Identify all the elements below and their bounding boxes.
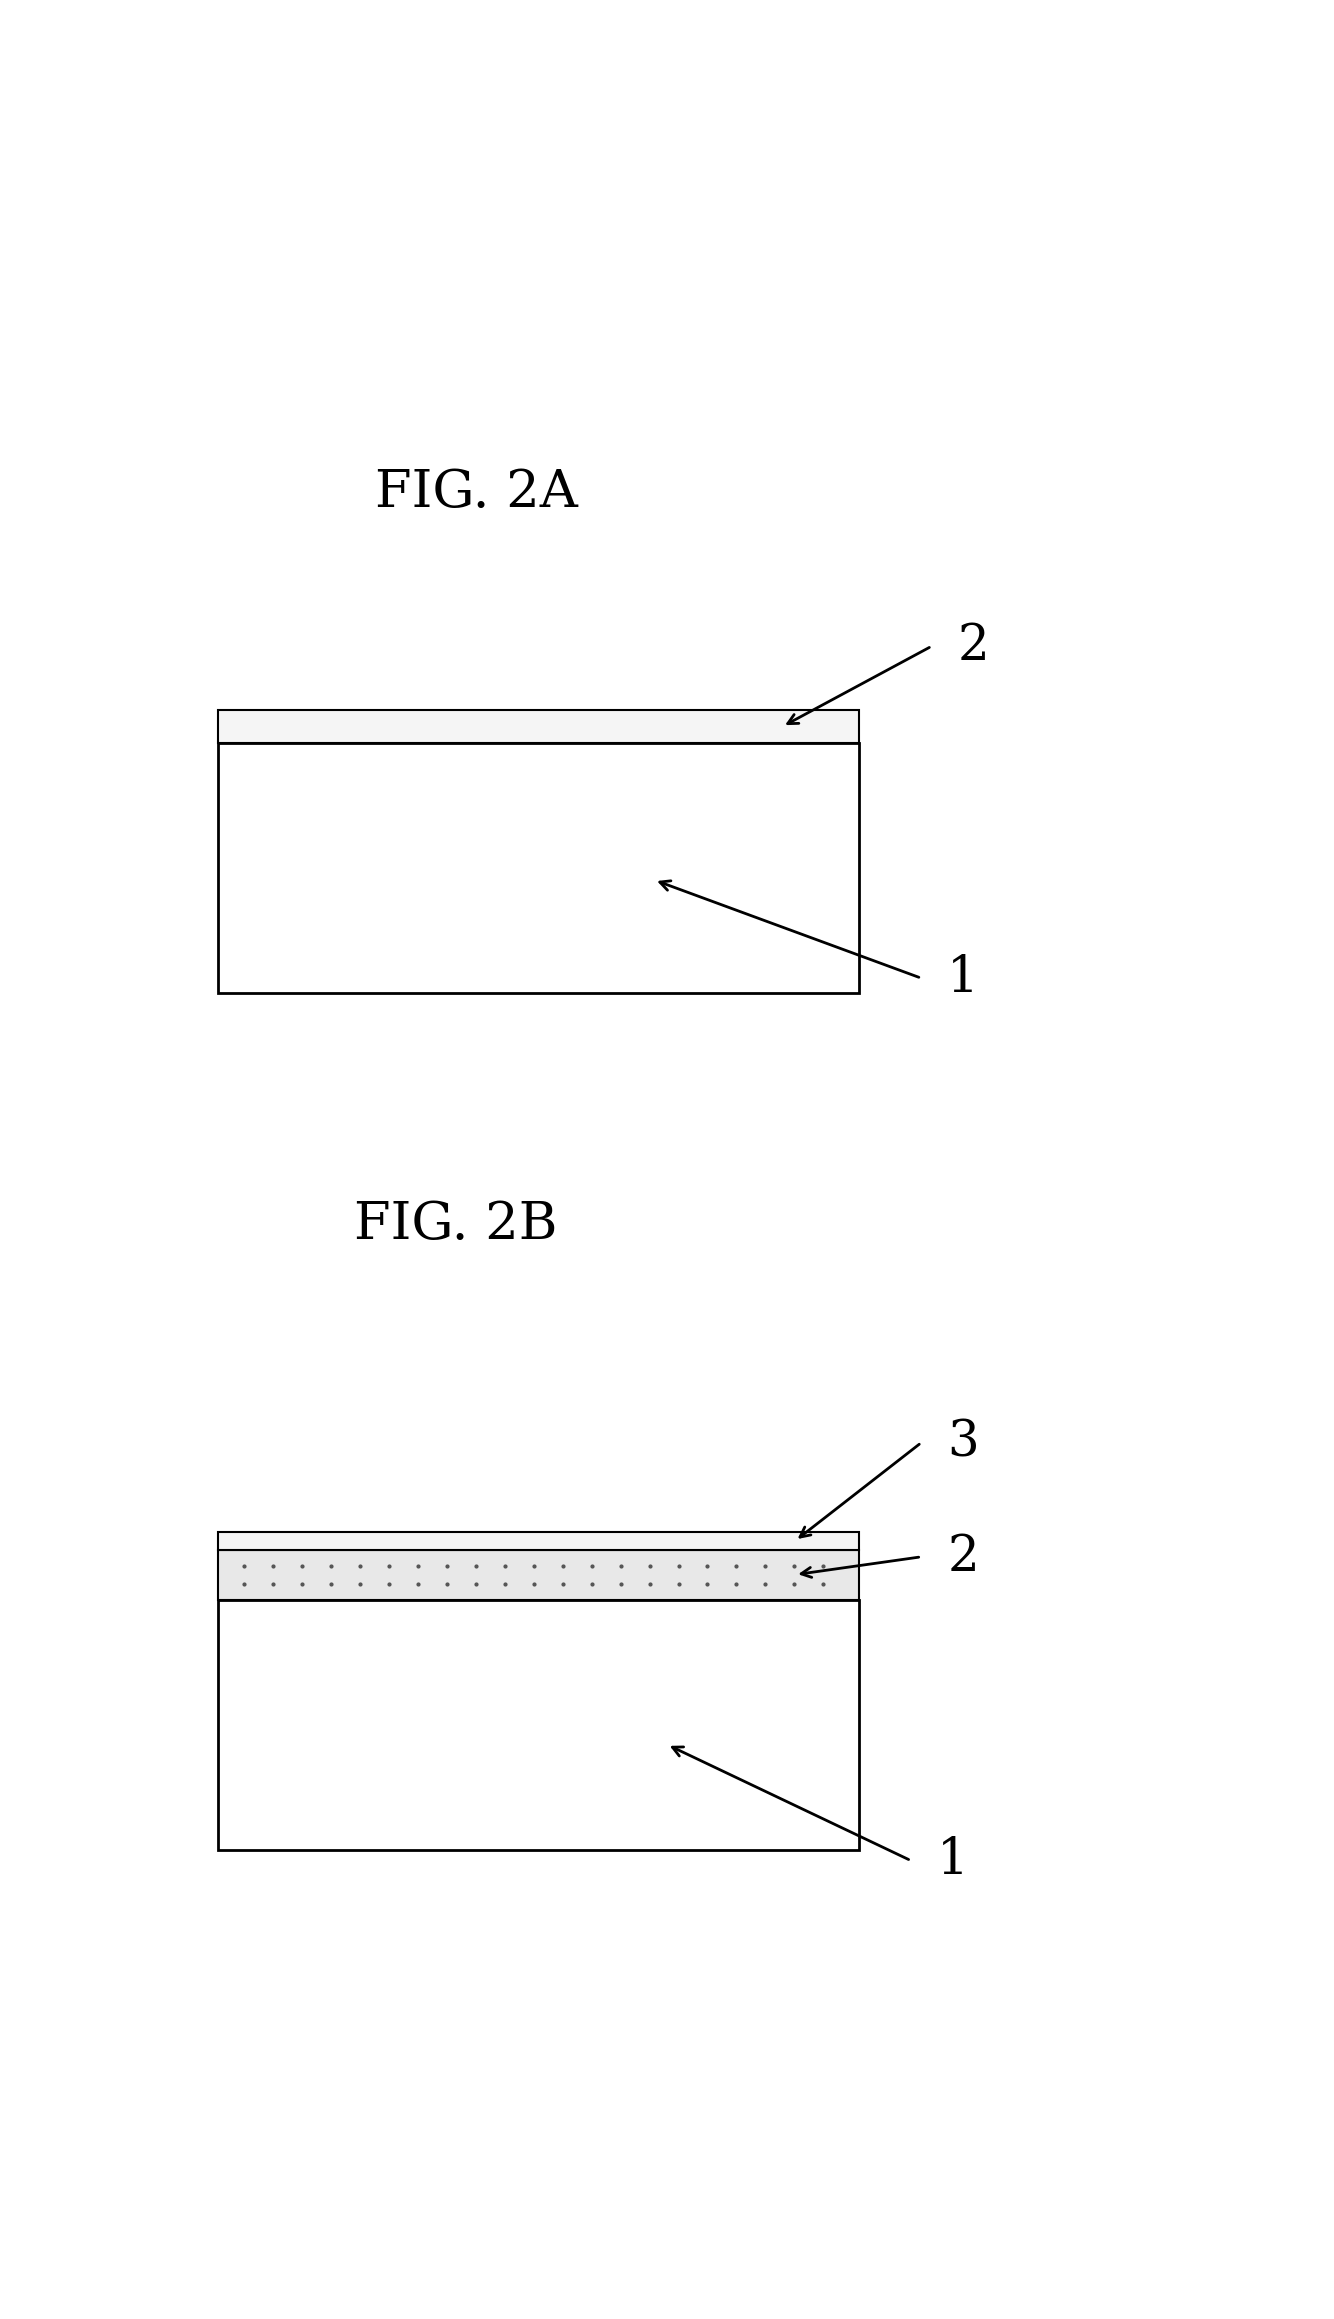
Bar	[219, 1549, 859, 1600]
Bar	[219, 742, 859, 993]
Text: 3: 3	[947, 1417, 979, 1468]
Bar	[219, 1600, 859, 1851]
Bar	[219, 1533, 859, 1549]
Text: 1: 1	[936, 1837, 968, 1885]
Bar	[219, 710, 859, 742]
Text: 2: 2	[947, 1533, 979, 1582]
Text: 1: 1	[947, 953, 979, 1004]
Text: 2: 2	[958, 621, 990, 670]
Text: FIG. 2A: FIG. 2A	[375, 466, 579, 517]
Text: FIG. 2B: FIG. 2B	[355, 1199, 558, 1250]
